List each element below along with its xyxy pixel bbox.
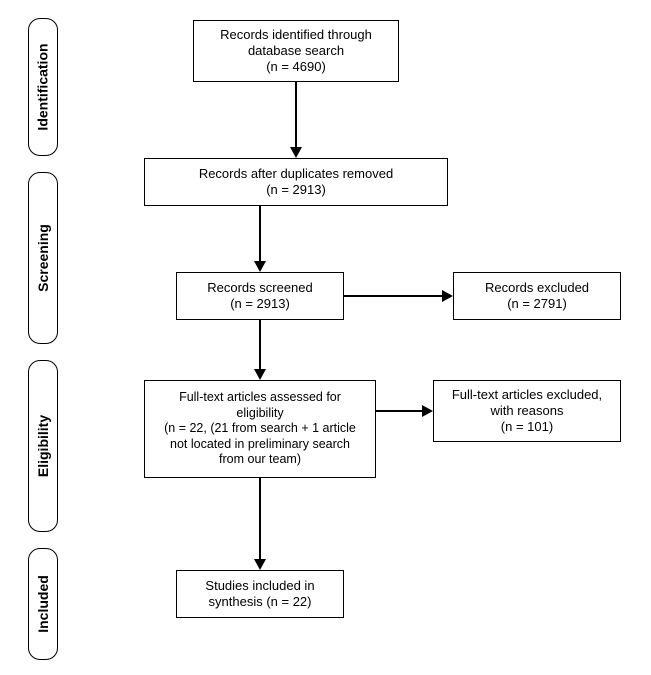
node-text-line: Studies included in <box>205 578 314 594</box>
node-text-line: synthesis (n = 22) <box>209 594 312 610</box>
edge-line <box>259 206 261 262</box>
edge-arrowhead <box>442 290 453 302</box>
node-text-line: (n = 101) <box>501 419 553 435</box>
node-n6: Full-text articles excluded,with reasons… <box>433 380 621 442</box>
phase-label: Screening <box>35 224 51 292</box>
phase-eligibility: Eligibility <box>28 360 58 532</box>
node-text-line: Full-text articles excluded, <box>452 387 602 403</box>
phase-label: Included <box>35 575 51 633</box>
node-text-line: Records identified through <box>220 27 372 43</box>
node-text-line: (n = 2913) <box>230 296 290 312</box>
edge-line <box>344 295 443 297</box>
node-text-line: (n = 22, (21 from search + 1 article <box>164 421 356 437</box>
edge-arrowhead <box>254 261 266 272</box>
phase-screening: Screening <box>28 172 58 344</box>
phase-label: Eligibility <box>35 415 51 477</box>
node-n7: Studies included insynthesis (n = 22) <box>176 570 344 618</box>
edge-arrowhead <box>422 405 433 417</box>
node-n5: Full-text articles assessed foreligibili… <box>144 380 376 478</box>
edge-line <box>295 82 297 148</box>
node-text-line: (n = 4690) <box>266 59 326 75</box>
edge-arrowhead <box>254 369 266 380</box>
phase-label: Identification <box>35 43 51 130</box>
node-text-line: database search <box>248 43 344 59</box>
phase-included: Included <box>28 548 58 660</box>
edge-arrowhead <box>254 559 266 570</box>
node-n4: Records excluded(n = 2791) <box>453 272 621 320</box>
node-text-line: eligibility <box>236 406 283 422</box>
edge-line <box>376 410 423 412</box>
node-text-line: (n = 2913) <box>266 182 326 198</box>
node-text-line: from our team) <box>219 452 301 468</box>
edge-line <box>259 320 261 370</box>
edge-line <box>259 478 261 560</box>
node-n3: Records screened(n = 2913) <box>176 272 344 320</box>
node-text-line: Records excluded <box>485 280 589 296</box>
node-text-line: Records screened <box>207 280 313 296</box>
node-n2: Records after duplicates removed(n = 291… <box>144 158 448 206</box>
node-text-line: not located in preliminary search <box>170 437 350 453</box>
node-text-line: with reasons <box>491 403 564 419</box>
phase-identification: Identification <box>28 18 58 156</box>
node-n1: Records identified throughdatabase searc… <box>193 20 399 82</box>
prisma-flowchart: Identification Screening Eligibility Includ… <box>0 0 651 675</box>
node-text-line: Full-text articles assessed for <box>179 390 341 406</box>
node-text-line: (n = 2791) <box>507 296 567 312</box>
edge-arrowhead <box>290 147 302 158</box>
node-text-line: Records after duplicates removed <box>199 166 393 182</box>
